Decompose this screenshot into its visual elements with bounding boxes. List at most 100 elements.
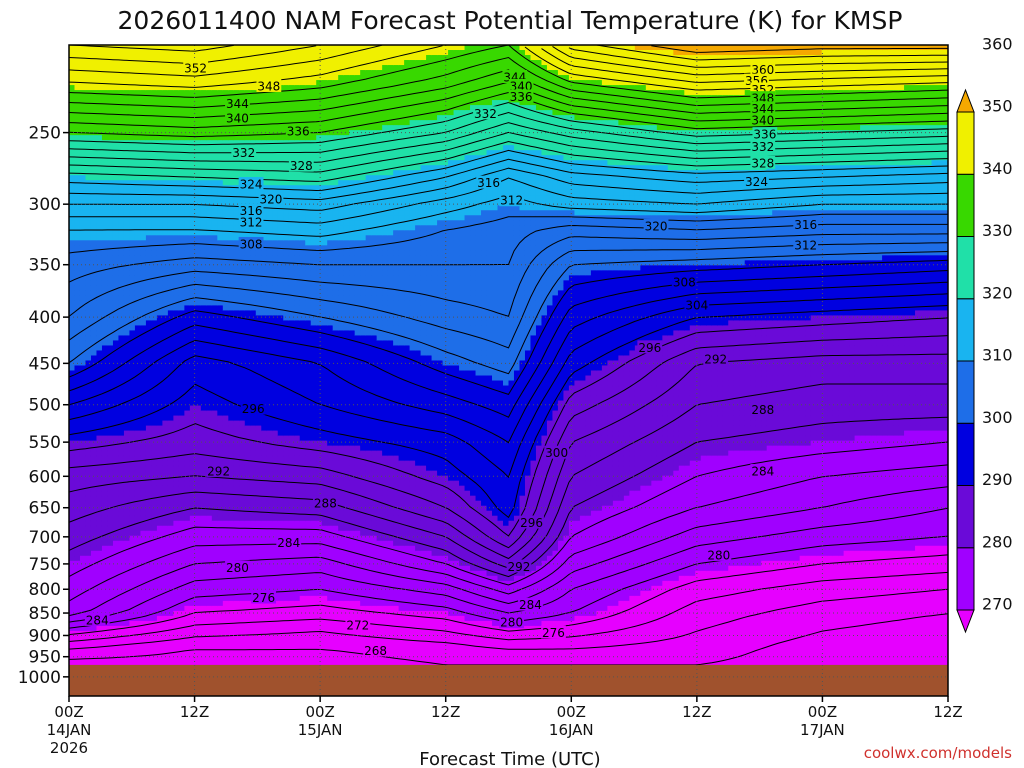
theta-cell (151, 145, 158, 151)
theta-cell (145, 105, 152, 111)
theta-cell (228, 65, 235, 71)
theta-cell (118, 555, 125, 562)
theta-cell (206, 365, 213, 372)
theta-cell (167, 585, 174, 592)
theta-cell (107, 585, 114, 592)
theta-cell (266, 430, 273, 437)
theta-cell (145, 405, 152, 412)
theta-cell (261, 265, 268, 271)
theta-cell (107, 660, 114, 667)
theta-cell (184, 585, 191, 592)
theta-cell (272, 470, 279, 477)
theta-cell (123, 620, 131, 627)
theta-cell (206, 350, 213, 357)
theta-cell (129, 400, 136, 407)
theta-cell (145, 480, 152, 487)
theta-cell (195, 445, 202, 452)
theta-cell (178, 95, 185, 101)
theta-cell (140, 570, 147, 577)
theta-cell (277, 100, 284, 106)
theta-cell (151, 305, 158, 312)
theta-cell (140, 565, 147, 572)
theta-cell (178, 430, 185, 437)
theta-cell (173, 465, 180, 472)
theta-cell (250, 610, 257, 617)
theta-cell (112, 195, 120, 201)
theta-cell (79, 115, 87, 121)
theta-cell (151, 85, 158, 91)
theta-cell (277, 125, 284, 131)
theta-cell (129, 490, 136, 497)
theta-cell (79, 305, 87, 312)
theta-cell (96, 235, 103, 241)
theta-cell (167, 305, 174, 312)
theta-cell (167, 505, 174, 512)
theta-cell (266, 550, 273, 557)
theta-cell (167, 395, 174, 402)
theta-cell (156, 575, 163, 582)
theta-cell (173, 110, 180, 116)
theta-cell (233, 280, 240, 286)
theta-cell (85, 150, 92, 156)
theta-cell (112, 570, 120, 577)
theta-cell (140, 460, 147, 467)
theta-cell (134, 485, 142, 492)
theta-cell (255, 270, 262, 276)
theta-cell (129, 450, 136, 457)
theta-cell (272, 295, 279, 301)
theta-cell (145, 70, 152, 76)
theta-cell (206, 110, 213, 116)
theta-cell (101, 400, 109, 407)
theta-cell (184, 395, 191, 402)
theta-cell (74, 350, 81, 357)
theta-cell (167, 650, 174, 657)
theta-cell (178, 45, 185, 51)
theta-cell (228, 500, 235, 507)
theta-cell (85, 580, 92, 587)
theta-cell (162, 335, 169, 342)
theta-cell (195, 545, 202, 552)
theta-cell (184, 410, 191, 417)
theta-cell (217, 170, 224, 176)
theta-cell (200, 170, 207, 176)
theta-cell (178, 460, 185, 467)
theta-cell (151, 580, 158, 587)
theta-cell (156, 390, 163, 397)
theta-cell (151, 440, 158, 447)
theta-cell (156, 660, 163, 667)
theta-cell (255, 355, 262, 362)
theta-cell (162, 195, 169, 201)
theta-cell (222, 250, 229, 256)
theta-cell (261, 560, 268, 567)
theta-cell (118, 405, 125, 412)
theta-cell (233, 75, 240, 81)
theta-cell (211, 395, 218, 402)
theta-cell (195, 590, 202, 597)
theta-cell (195, 570, 202, 577)
theta-cell (107, 590, 114, 597)
theta-cell (195, 645, 202, 652)
theta-cell (217, 250, 224, 256)
theta-cell (79, 275, 87, 281)
theta-cell (134, 635, 142, 642)
theta-cell (129, 345, 136, 352)
theta-cell (118, 390, 125, 397)
theta-cell (272, 355, 279, 362)
theta-cell (156, 460, 163, 467)
theta-cell (85, 390, 92, 397)
theta-cell (173, 135, 180, 141)
theta-cell (261, 370, 268, 377)
theta-cell (112, 585, 120, 592)
theta-cell (145, 365, 152, 372)
theta-cell (206, 555, 213, 562)
theta-cell (156, 225, 163, 231)
theta-cell (162, 310, 169, 317)
theta-cell (162, 605, 169, 612)
theta-cell (167, 555, 174, 562)
theta-cell (140, 485, 147, 492)
theta-cell (173, 635, 180, 642)
theta-cell (184, 95, 191, 101)
theta-cell (184, 485, 191, 492)
theta-cell (151, 250, 158, 256)
theta-cell (228, 515, 235, 522)
